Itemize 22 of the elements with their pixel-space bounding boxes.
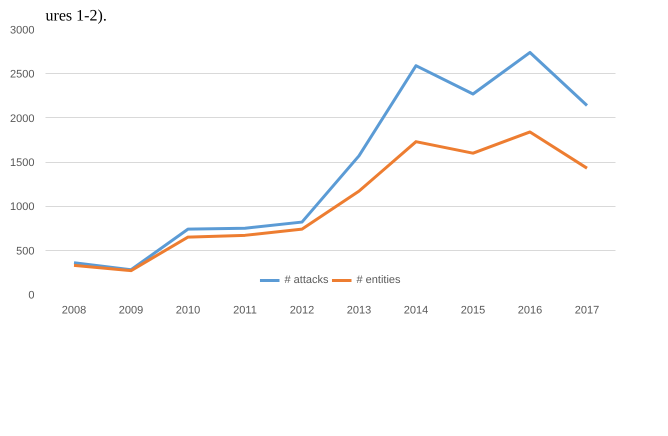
line-series [72, 130, 588, 272]
line-series [72, 50, 588, 272]
x-tick-label: 2008 [62, 304, 86, 316]
text: ures 1-2). [46, 8, 107, 24]
y-tick-label: 2000 [10, 112, 35, 125]
x-tick-label: 2012 [290, 304, 314, 316]
x-tick-label: 2009 [118, 304, 144, 316]
y-tick-label: 1000 [10, 201, 35, 214]
legend-label: # attacks [284, 274, 328, 286]
y-tick-label: 500 [16, 245, 35, 258]
x-tick-label: 2011 [233, 304, 257, 316]
x-tick-label: 2014 [404, 304, 428, 316]
x-tick-label: 2017 [574, 304, 600, 316]
y-tick-label: 2500 [10, 68, 35, 81]
legend-label: # entities [356, 274, 401, 286]
x-tick-label: 2013 [346, 304, 372, 316]
y-tick-label: 3000 [10, 24, 35, 36]
y-tick-label: 0 [28, 290, 35, 302]
x-tick-label: 2016 [518, 304, 542, 316]
y-tick-label: 1500 [10, 157, 35, 169]
x-tick-label: 2010 [176, 304, 200, 316]
x-tick-label: 2015 [460, 304, 486, 316]
